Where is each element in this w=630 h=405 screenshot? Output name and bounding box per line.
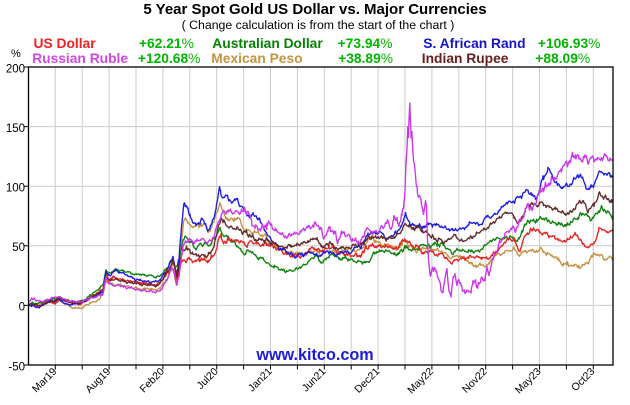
svg-text:-50: -50: [8, 361, 25, 373]
svg-text:200: 200: [6, 63, 25, 75]
svg-text:0: 0: [19, 302, 25, 314]
svg-text:100: 100: [6, 183, 25, 195]
svg-text:%: %: [11, 48, 21, 60]
svg-text:150: 150: [6, 123, 25, 135]
svg-text:50: 50: [12, 242, 25, 254]
